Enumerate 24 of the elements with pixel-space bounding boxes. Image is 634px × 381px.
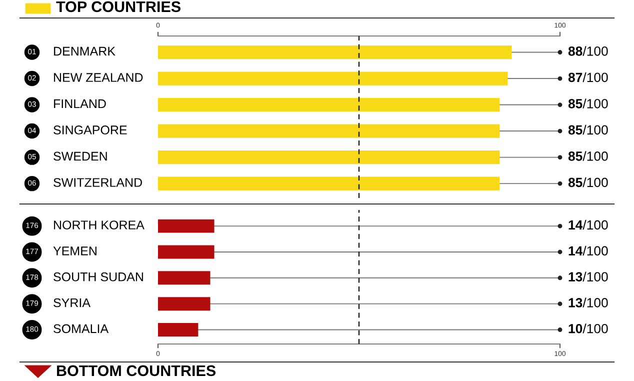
y-tick-label: SINGAPORE [54,126,127,134]
data-label: 85/100 [568,124,608,135]
y-tick-label: SOMALIA [54,324,109,334]
text: BOTTOM COUNTRIES [57,365,216,376]
data-label: 85/100 [568,177,608,188]
y-tick-label: YEMEN [53,246,96,256]
chart-title: TOP COUNTRIES [56,1,180,12]
data-label: 88/100 [568,46,608,56]
y-tick-label: SWEDEN [54,152,107,161]
y-tick-label: NEW ZEALAND [54,73,143,82]
data-label: 14/100 [568,246,608,256]
y-tick-label: FINLAND [54,99,106,108]
data-label: 85/100 [568,151,608,161]
data-label: 87/100 [568,72,608,82]
y-tick-label: SYRIA [54,298,90,308]
data-label: 14/100 [568,220,608,230]
data-label: 85/100 [568,98,608,108]
data-label: 13/100 [568,298,608,308]
y-tick-label: NORTH KOREA [54,220,144,230]
y-tick-label: SOUTH SUDAN [54,272,143,282]
y-tick-label: SWITZERLAND [54,178,142,187]
y-tick-label: DENMARK [54,46,116,56]
data-label: 13/100 [568,272,608,282]
data-label: 10/100 [568,324,608,334]
